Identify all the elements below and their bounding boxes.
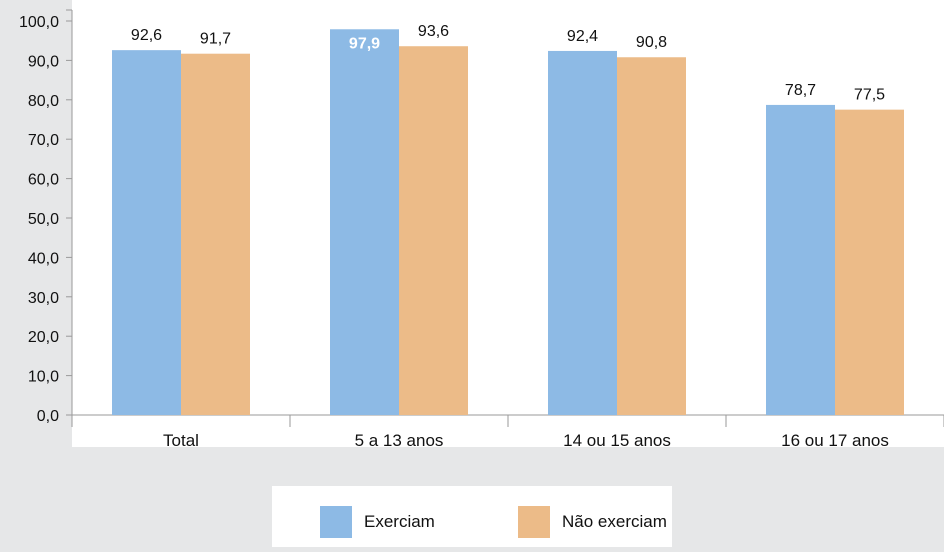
bar-exerciam [112, 50, 181, 415]
x-tick-label: 16 ou 17 anos [781, 431, 889, 450]
legend-item-nao-exerciam: Não exerciam [518, 506, 667, 538]
y-tick-label: 90,0 [28, 53, 59, 70]
data-label: 93,6 [418, 23, 449, 40]
bar-exerciam [548, 50, 617, 415]
y-tick-label: 10,0 [28, 369, 59, 386]
legend-label-nao-exerciam: Não exerciam [562, 512, 667, 531]
legend: Exerciam Não exerciam [272, 486, 672, 547]
data-label: 92,6 [131, 27, 162, 44]
legend-swatch-nao-exerciam [518, 506, 550, 538]
legend-swatch-exerciam [320, 506, 352, 538]
x-tick-label: 5 a 13 anos [355, 431, 444, 450]
y-tick-label: 20,0 [28, 329, 59, 346]
bar-exerciam [766, 104, 835, 415]
y-tick-label: 70,0 [28, 132, 59, 149]
y-tick-label: 60,0 [28, 172, 59, 189]
bar-nao-exerciam [617, 57, 686, 416]
y-tick-label: 40,0 [28, 250, 59, 267]
data-label: 90,8 [636, 34, 667, 51]
y-tick-label: 80,0 [28, 93, 59, 110]
data-label: 91,7 [200, 31, 231, 48]
x-tick-label: Total [163, 431, 199, 450]
x-tick-label: 14 ou 15 anos [563, 431, 671, 450]
y-tick-label: 50,0 [28, 211, 59, 228]
legend-item-exerciam: Exerciam [320, 506, 435, 538]
y-tick-label: 0,0 [37, 408, 59, 425]
bar-nao-exerciam [835, 109, 904, 416]
data-label: 77,5 [854, 87, 885, 104]
y-tick-label: 100,0 [19, 14, 59, 31]
data-label: 92,4 [567, 28, 598, 45]
bar-nao-exerciam [181, 53, 250, 416]
bar-exerciam [330, 29, 399, 416]
data-label: 97,9 [349, 35, 380, 52]
legend-label-exerciam: Exerciam [364, 512, 435, 531]
y-tick-label: 30,0 [28, 290, 59, 307]
bar-nao-exerciam [399, 46, 468, 415]
data-label: 78,7 [785, 82, 816, 99]
